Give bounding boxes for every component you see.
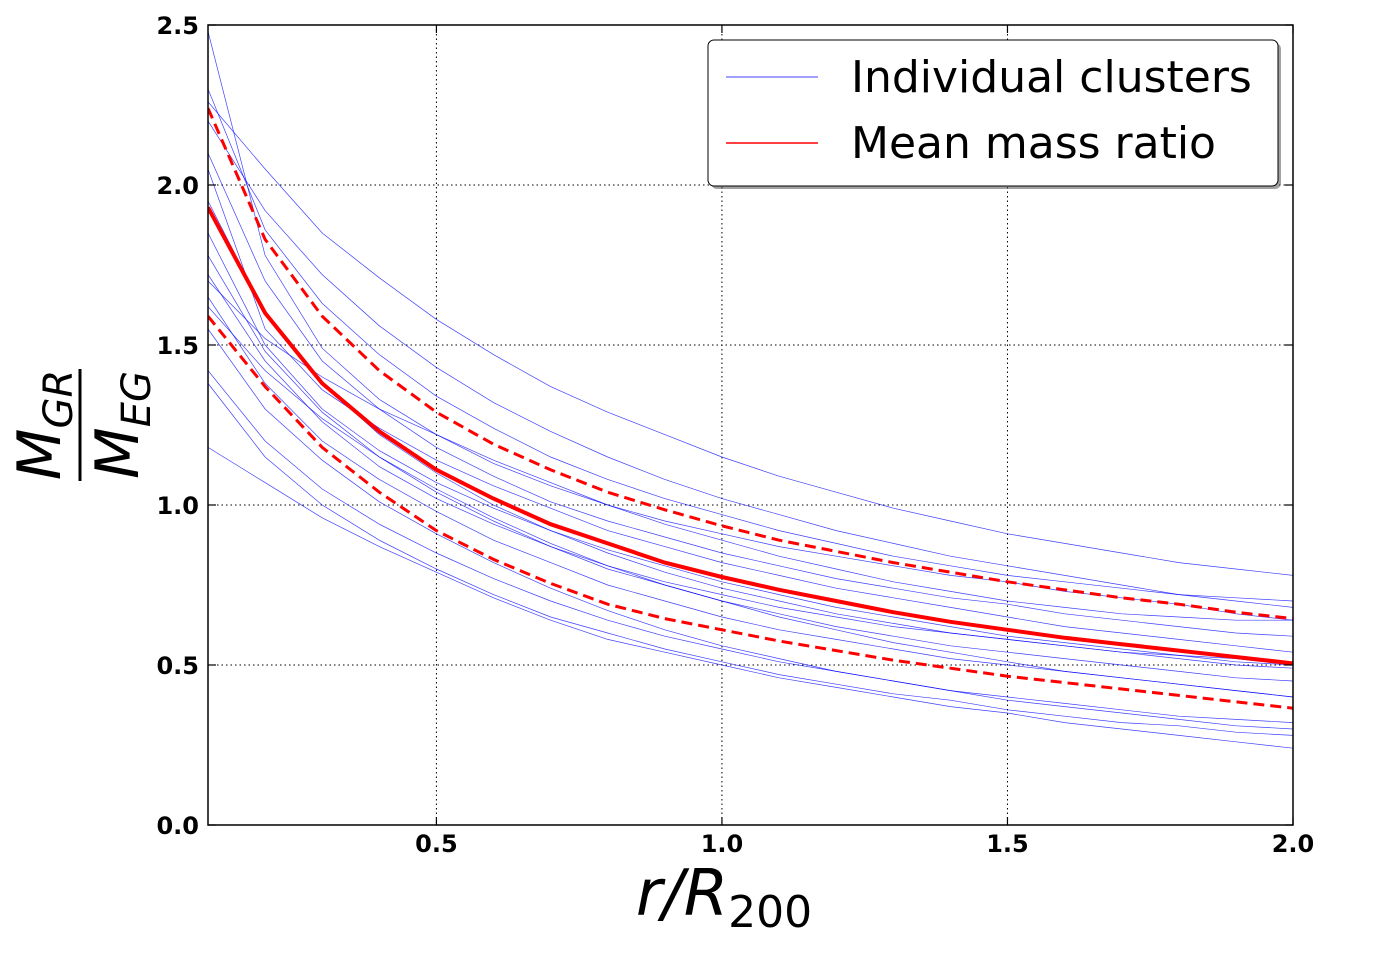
cluster-line-7 (208, 232, 1293, 666)
axis-ticks (208, 24, 1294, 826)
y-label-numerator: MGR (5, 370, 82, 481)
x-tick-label-2: 1.5 (986, 830, 1029, 858)
legend: Individual clusters Mean mass ratio (707, 39, 1281, 189)
individual-cluster-lines (208, 31, 1293, 749)
y-label-denominator: MEG (83, 371, 160, 479)
y-tick-labels: 0.0 0.5 1.0 1.5 2.0 2.5 (156, 12, 199, 840)
x-tick-labels: 0.5 1.0 1.5 2.0 (415, 830, 1314, 858)
cluster-line-8 (208, 255, 1293, 682)
mean-ratio-line (208, 206, 1293, 666)
cluster-line-12 (208, 370, 1293, 723)
cluster-line-11 (208, 328, 1293, 730)
y-tick-label-3: 1.5 (156, 332, 199, 360)
x-tick-label-3: 2.0 (1272, 830, 1315, 858)
plot-frame (207, 24, 1294, 826)
mean-scatter-band-lines (208, 107, 1293, 710)
cluster-line-1 (208, 101, 1293, 576)
x-tick-label-0: 0.5 (415, 830, 458, 858)
legend-box (707, 39, 1279, 187)
cluster-line-10 (208, 296, 1293, 698)
y-axis-label: MGR MEG (5, 369, 160, 481)
y-tick-label-0: 0.0 (156, 812, 199, 840)
cluster-line-9 (208, 274, 1293, 666)
cluster-line-4 (208, 152, 1293, 637)
cluster-line-14 (208, 447, 1293, 749)
cluster-line-15 (208, 280, 1293, 621)
cluster-line-17 (208, 120, 1293, 608)
x-axis-label: r/R200 (636, 857, 812, 938)
cluster-line-2 (208, 88, 1293, 602)
y-tick-label-1: 0.5 (156, 652, 199, 680)
x-tick-label-1: 1.0 (701, 830, 744, 858)
cluster-line-5 (208, 168, 1293, 653)
y-tick-label-4: 2.0 (156, 172, 199, 200)
y-tick-label-5: 2.5 (156, 12, 199, 40)
legend-label-mean: Mean mass ratio (851, 118, 1216, 169)
cluster-line-13 (208, 383, 1293, 736)
y-tick-label-2: 1.0 (156, 492, 199, 520)
cluster-line-16 (208, 306, 1293, 698)
upper-band-line (208, 107, 1293, 621)
lower-band-line (208, 315, 1293, 710)
mean-ratio-line-group (208, 206, 1293, 666)
legend-label-individual: Individual clusters (851, 52, 1252, 103)
